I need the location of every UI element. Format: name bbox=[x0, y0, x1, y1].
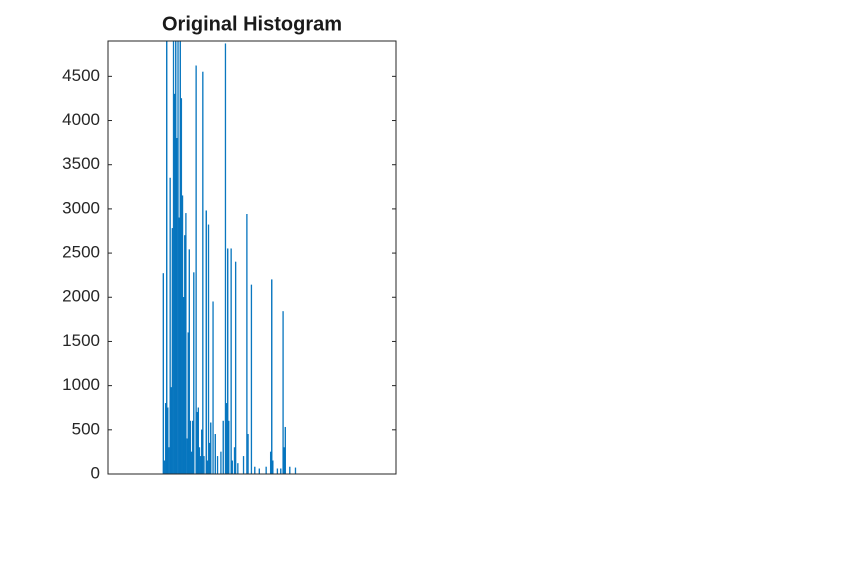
bar bbox=[294, 467, 297, 474]
bar bbox=[175, 41, 177, 474]
bar bbox=[183, 297, 185, 474]
bar bbox=[198, 447, 201, 474]
bar bbox=[166, 41, 168, 474]
bar bbox=[181, 195, 184, 474]
chart-title: Original Histogram bbox=[162, 13, 342, 35]
y-tick-label: 3500 bbox=[62, 154, 100, 173]
bar bbox=[276, 468, 279, 474]
bar bbox=[205, 210, 207, 474]
bar bbox=[258, 468, 260, 474]
y-tick-label: 1000 bbox=[62, 375, 100, 394]
bar bbox=[212, 301, 214, 474]
bar bbox=[225, 403, 228, 474]
bar bbox=[283, 447, 285, 474]
bar bbox=[168, 447, 170, 474]
bar bbox=[265, 466, 267, 474]
bar bbox=[189, 420, 192, 474]
bar bbox=[192, 420, 194, 474]
bar bbox=[280, 468, 282, 474]
bar bbox=[188, 249, 190, 474]
bar bbox=[180, 98, 183, 474]
y-tick-label: 1500 bbox=[62, 331, 100, 350]
y-tick-label: 4500 bbox=[62, 66, 100, 85]
y-tick-label: 2000 bbox=[62, 287, 100, 306]
bar bbox=[269, 451, 272, 474]
axes-box bbox=[107, 40, 397, 475]
bar bbox=[190, 451, 193, 474]
bar bbox=[197, 407, 200, 474]
bars bbox=[162, 41, 297, 474]
bar bbox=[195, 65, 197, 474]
bar bbox=[207, 224, 210, 474]
y-tick-label: 0 bbox=[91, 463, 100, 482]
bar bbox=[227, 248, 229, 474]
bar bbox=[231, 460, 233, 474]
bar bbox=[246, 213, 248, 474]
bar bbox=[203, 456, 205, 474]
bar bbox=[201, 429, 203, 474]
bar bbox=[222, 420, 224, 474]
bar bbox=[173, 93, 176, 474]
bar bbox=[242, 456, 245, 474]
bar bbox=[199, 456, 202, 474]
bar bbox=[289, 466, 291, 474]
bar bbox=[250, 284, 253, 474]
bar bbox=[162, 273, 164, 474]
bar bbox=[163, 460, 166, 474]
bar bbox=[170, 387, 172, 474]
bar bbox=[272, 460, 274, 474]
bar bbox=[164, 403, 167, 474]
bar bbox=[187, 332, 189, 474]
bar bbox=[206, 460, 209, 474]
y-tick-label: 500 bbox=[72, 419, 100, 438]
y-tick-label: 4000 bbox=[62, 110, 100, 129]
bar bbox=[167, 407, 169, 474]
bar bbox=[233, 447, 236, 474]
y-tick-label: 3000 bbox=[62, 198, 100, 217]
bar bbox=[230, 248, 232, 474]
bar bbox=[216, 456, 219, 474]
bar bbox=[171, 228, 174, 474]
bar bbox=[176, 138, 178, 474]
bar bbox=[234, 261, 237, 474]
bar bbox=[196, 411, 198, 474]
bar bbox=[224, 43, 227, 474]
bar bbox=[186, 438, 188, 474]
bar bbox=[208, 442, 211, 474]
bar bbox=[177, 41, 179, 474]
bar bbox=[254, 466, 256, 474]
bar bbox=[185, 213, 187, 474]
bar bbox=[179, 41, 181, 474]
bar bbox=[210, 422, 212, 474]
bar bbox=[202, 71, 204, 474]
bar bbox=[193, 272, 195, 474]
bar bbox=[220, 451, 222, 474]
y-tick-label: 2500 bbox=[62, 243, 100, 262]
bar bbox=[228, 420, 230, 474]
bar bbox=[184, 235, 186, 474]
bar bbox=[214, 434, 216, 474]
bar bbox=[178, 217, 180, 474]
bar bbox=[247, 434, 249, 474]
bar bbox=[172, 41, 175, 474]
bar bbox=[237, 463, 239, 474]
bar bbox=[271, 279, 273, 474]
bar bbox=[169, 177, 171, 474]
bar bbox=[282, 311, 284, 474]
bar bbox=[284, 426, 286, 474]
